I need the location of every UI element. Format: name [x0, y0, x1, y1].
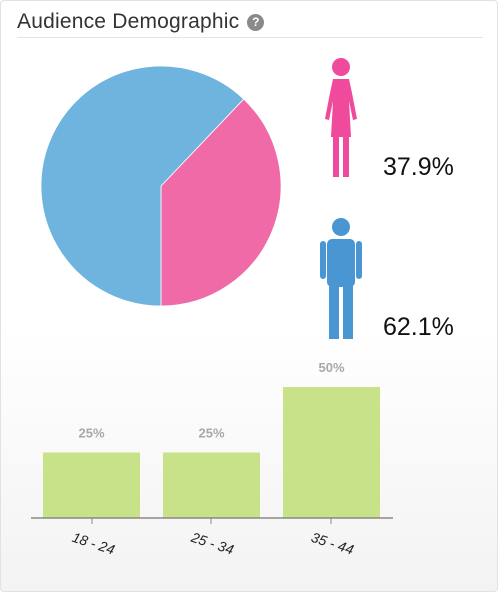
pie-slice-male — [40, 65, 245, 307]
widget-title: Audience Demographic — [17, 10, 240, 33]
bar-25-34 — [163, 452, 260, 518]
widget-header: Audience Demographic ? — [17, 7, 483, 38]
bar-value-label: 25% — [78, 426, 104, 441]
pie-slice-female — [160, 98, 282, 307]
bar-value-label: 50% — [318, 360, 344, 375]
female-figure-icon — [325, 58, 357, 177]
gender-pie-chart — [40, 65, 282, 307]
bar-18-24 — [43, 452, 140, 518]
x-tick-label: 18 - 24 — [70, 529, 117, 558]
age-bar-chart: 25% 25% 50% 18 - 24 25 - 34 35 - 44 — [31, 360, 393, 558]
x-tick-label: 25 - 34 — [188, 529, 236, 558]
help-icon[interactable]: ? — [247, 13, 265, 31]
female-percentage: 37.9% — [383, 153, 454, 181]
x-tick-label: 35 - 44 — [309, 529, 356, 558]
male-percentage: 62.1% — [383, 313, 454, 341]
bar-35-44 — [283, 387, 380, 518]
bar-value-label: 25% — [198, 426, 224, 441]
male-figure-icon — [320, 218, 362, 339]
